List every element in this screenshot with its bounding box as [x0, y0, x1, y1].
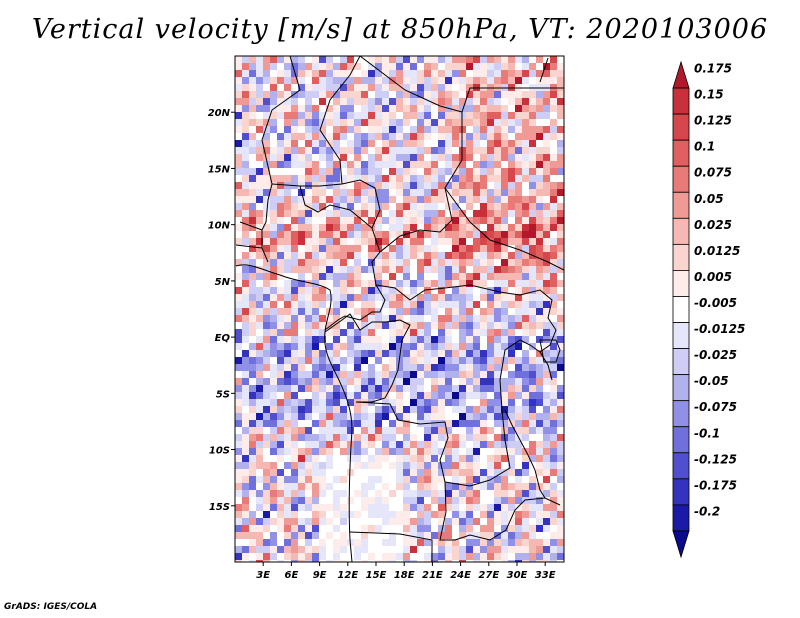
colorbar-label: 0.175 — [694, 62, 732, 76]
colorbar-swatch — [672, 530, 690, 559]
lat-tick-label: 10S — [209, 446, 230, 457]
lat-tick-label: 20N — [208, 108, 231, 119]
lat-tick-label: 15N — [208, 164, 231, 175]
colorbar-swatch — [672, 374, 690, 402]
colorbar-swatch — [672, 60, 690, 89]
lon-tick-label: 24E — [450, 570, 471, 581]
colorbar-label: 0.075 — [694, 166, 732, 180]
colorbar-label: 0.05 — [694, 192, 724, 206]
colorbar-swatch — [672, 113, 690, 141]
lat-tick-label: 10N — [208, 221, 231, 232]
colorbar-legend: 0.175 0.15 0.125 0.1 0.075 0.05 0.025 0.0125 0.0… — [672, 60, 745, 559]
colorbar-label: -0.125 — [694, 452, 737, 466]
colorbar-label: -0.1 — [694, 426, 720, 440]
map-frame — [234, 55, 565, 563]
colorbar-swatch — [672, 217, 690, 245]
lon-tick-label: 9E — [313, 570, 327, 581]
colorbar-swatch — [672, 243, 690, 271]
colorbar-swatch — [672, 504, 690, 532]
colorbar-swatch — [672, 452, 690, 480]
velocity-field — [235, 56, 564, 562]
colorbar-label: 0.15 — [694, 88, 724, 102]
lon-tick-label: 18E — [394, 570, 415, 581]
lon-tick-label: 21E — [422, 570, 443, 581]
page-title: Vertical velocity [m/s] at 850hPa, VT: 2… — [31, 14, 769, 45]
colorbar-label: -0.025 — [694, 348, 737, 362]
lat-tick-label: EQ — [215, 333, 231, 344]
colorbar-label: -0.005 — [694, 296, 737, 310]
colorbar-label: -0.075 — [694, 400, 737, 414]
colorbar-label: 0.1 — [694, 140, 715, 154]
colorbar-swatch — [672, 139, 690, 167]
colorbar-swatch — [672, 400, 690, 428]
colorbar-label: 0.0125 — [694, 244, 740, 258]
country-borders — [235, 56, 564, 562]
colorbar-swatch — [672, 296, 690, 323]
colorbar-swatch — [672, 322, 690, 349]
colorbar-swatch — [672, 348, 690, 376]
lon-tick-label: 30E — [507, 570, 528, 581]
colorbar-label: 0.125 — [694, 114, 732, 128]
colorbar-label: -0.05 — [694, 374, 729, 388]
colorbar-swatch — [672, 426, 690, 454]
colorbar-swatch — [672, 165, 690, 193]
colorbar-label: 0.025 — [694, 218, 732, 232]
lon-tick-label: 27E — [478, 570, 499, 581]
lon-tick-label: 3E — [256, 570, 270, 581]
colorbar-swatch — [672, 87, 690, 115]
lat-tick-label: 15S — [209, 502, 230, 513]
lat-tick-label: 5N — [215, 277, 231, 288]
colorbar-label: -0.0125 — [694, 322, 745, 336]
lon-tick-label: 15E — [366, 570, 387, 581]
lon-tick-label: 33E — [535, 570, 556, 581]
lon-tick-label: 12E — [337, 570, 358, 581]
latitude-axis: 20N 15N 10N 5N EQ 5S 10S 15S — [208, 108, 235, 513]
lon-tick-label: 6E — [285, 570, 299, 581]
grads-credit: GrADS: IGES/COLA — [4, 602, 98, 612]
colorbar-swatch — [672, 270, 690, 297]
lat-tick-label: 5S — [216, 389, 230, 400]
colorbar-label: -0.175 — [694, 478, 737, 492]
colorbar-label: -0.2 — [694, 504, 720, 518]
colorbar-swatch — [672, 191, 690, 219]
colorbar-swatch — [672, 478, 690, 506]
longitude-axis: 3E 6E 9E 12E 15E 18E 21E 24E 27E 30E 33E — [256, 562, 556, 581]
colorbar-label: 0.005 — [694, 270, 732, 284]
